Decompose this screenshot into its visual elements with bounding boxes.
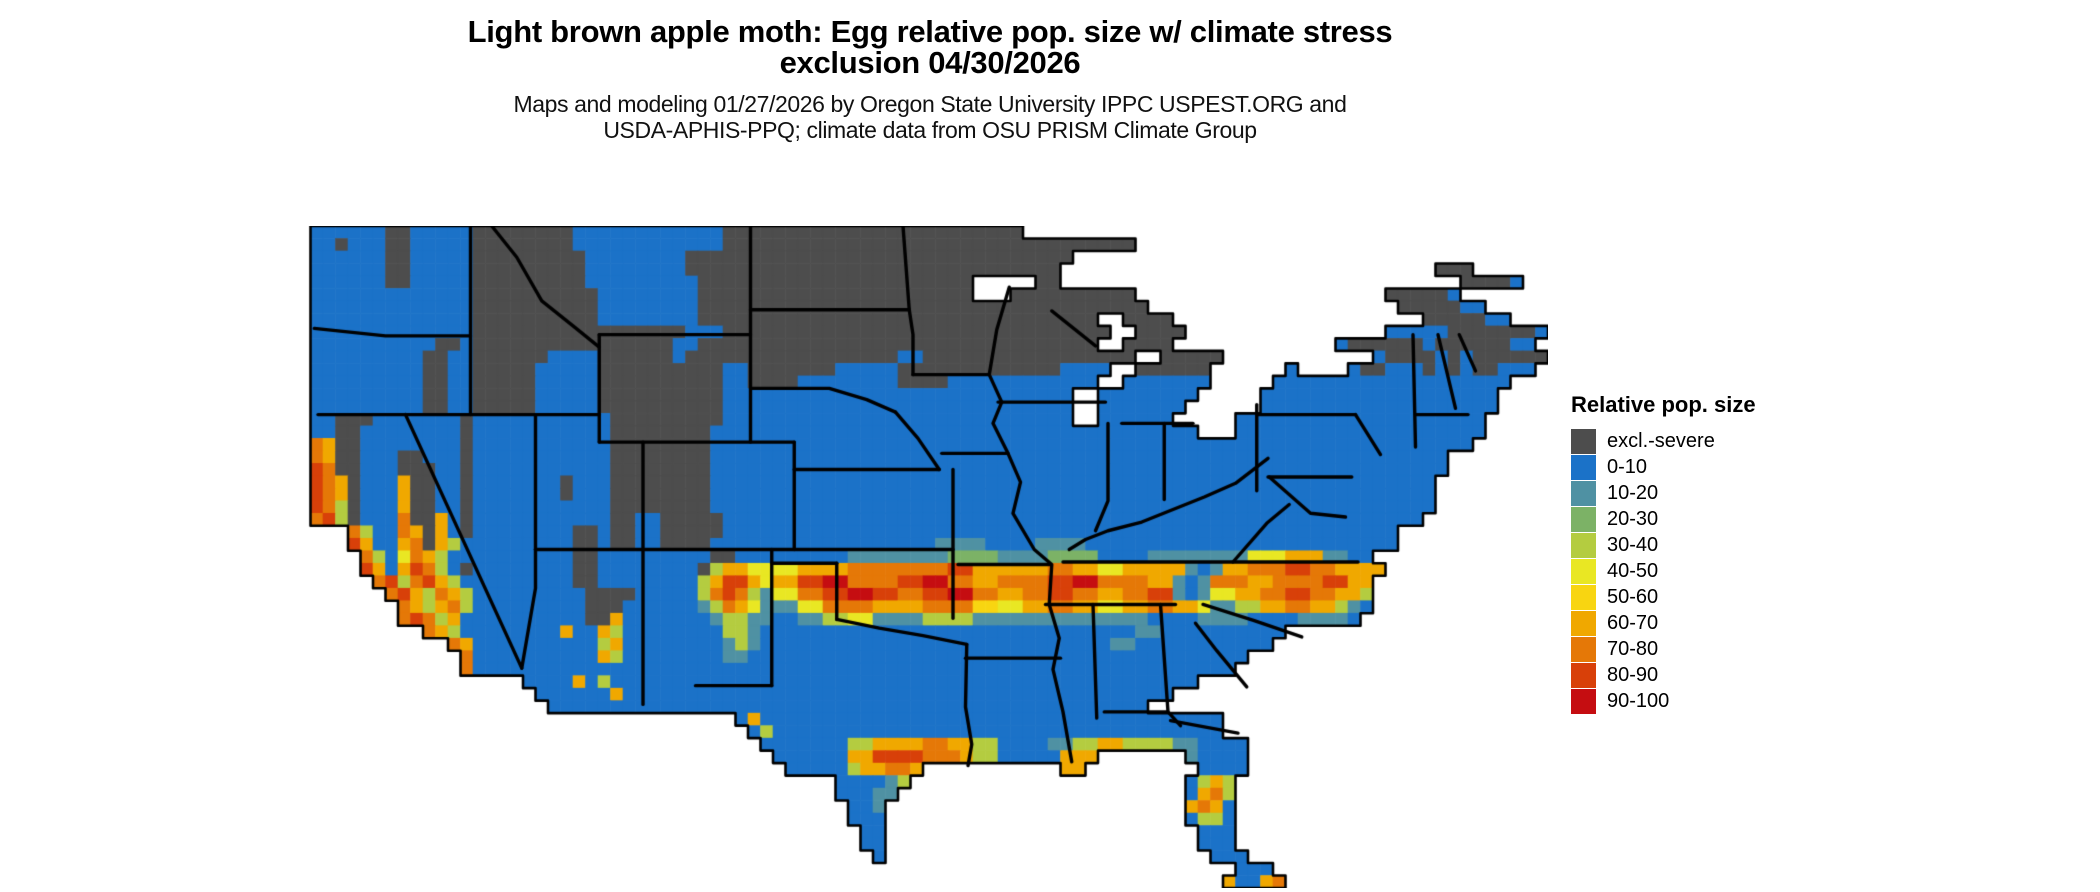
legend-entry-label: 80-90 (1607, 663, 1659, 686)
figure-title: Light brown apple moth: Egg relative pop… (0, 16, 1860, 78)
legend-entry: 60-70 (1571, 610, 1756, 636)
map-legend: Relative pop. size excl.-severe 0-10 10-20… (1571, 392, 1756, 714)
legend-entry-label: 20-30 (1607, 507, 1659, 530)
legend-entry-label: 70-80 (1607, 637, 1659, 660)
legend-color-swatch (1571, 532, 1596, 558)
legend-color-swatch (1571, 636, 1596, 662)
legend-entry: excl.-severe (1571, 428, 1756, 454)
title-line-2: exclusion 04/30/2026 (779, 45, 1081, 80)
us-choropleth-map-canvas (298, 226, 1548, 888)
legend-entry: 30-40 (1571, 532, 1756, 558)
legend-color-swatch (1571, 610, 1596, 636)
legend-color-swatch (1571, 428, 1596, 454)
legend-entry-label: 50-60 (1607, 585, 1659, 608)
legend-entry: 80-90 (1571, 662, 1756, 688)
legend-entry: 0-10 (1571, 454, 1756, 480)
legend-title: Relative pop. size (1571, 392, 1756, 417)
legend-color-swatch (1571, 454, 1596, 480)
legend-entry-label: 10-20 (1607, 481, 1659, 504)
legend-entry-label: 90-100 (1607, 689, 1670, 712)
legend-entry: 70-80 (1571, 636, 1756, 662)
legend-entry: 50-60 (1571, 584, 1756, 610)
legend-color-swatch (1571, 662, 1596, 688)
legend-entries: excl.-severe 0-10 10-20 20-30 30-40 40-50 50-6… (1571, 428, 1756, 714)
legend-color-swatch (1571, 584, 1596, 610)
legend-color-swatch (1571, 480, 1596, 506)
legend-entry-label: 60-70 (1607, 611, 1659, 634)
legend-entry: 90-100 (1571, 688, 1756, 714)
legend-color-swatch (1571, 688, 1596, 714)
legend-color-swatch (1571, 558, 1596, 584)
legend-entry: 40-50 (1571, 558, 1756, 584)
title-line-1: Light brown apple moth: Egg relative pop… (467, 14, 1393, 49)
legend-entry-label: 0-10 (1607, 455, 1648, 478)
legend-entry: 20-30 (1571, 506, 1756, 532)
legend-entry-label: excl.-severe (1607, 429, 1715, 452)
figure-subtitle: Maps and modeling 01/27/2026 by Oregon S… (0, 91, 1860, 143)
legend-color-swatch (1571, 506, 1596, 532)
subtitle-line-2: USDA-APHIS-PPQ; climate data from OSU PR… (603, 117, 1257, 143)
legend-entry: 10-20 (1571, 480, 1756, 506)
legend-entry-label: 40-50 (1607, 559, 1659, 582)
subtitle-line-1: Maps and modeling 01/27/2026 by Oregon S… (513, 91, 1347, 117)
legend-entry-label: 30-40 (1607, 533, 1659, 556)
